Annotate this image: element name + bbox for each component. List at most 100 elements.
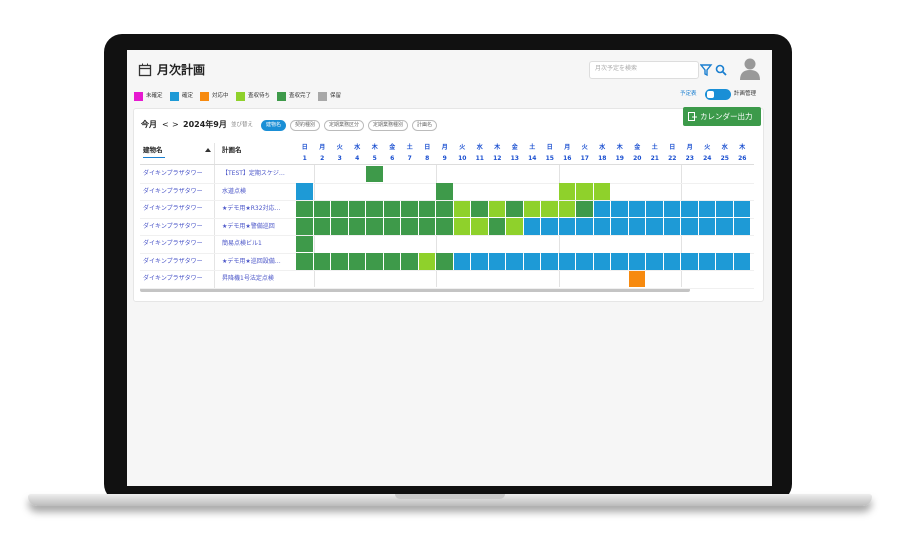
- schedule-cell[interactable]: [436, 218, 453, 235]
- schedule-cell[interactable]: [296, 200, 313, 217]
- building-name[interactable]: ダイキンプラザタワー: [143, 187, 203, 195]
- view-toggle[interactable]: [705, 89, 731, 100]
- schedule-cell[interactable]: [576, 253, 593, 270]
- schedule-cell[interactable]: [471, 218, 488, 235]
- schedule-cell[interactable]: [383, 200, 400, 217]
- schedule-cell[interactable]: [716, 200, 733, 217]
- schedule-cell[interactable]: [348, 218, 365, 235]
- plan-name[interactable]: ★デモ用★R32対応…: [222, 205, 281, 212]
- schedule-cell[interactable]: [383, 218, 400, 235]
- sort-chip[interactable]: 建物名: [261, 120, 287, 131]
- schedule-cell[interactable]: [628, 218, 645, 235]
- schedule-cell[interactable]: [366, 253, 383, 270]
- schedule-cell[interactable]: [541, 218, 558, 235]
- horizontal-scrollbar[interactable]: [140, 288, 690, 292]
- schedule-cell[interactable]: [296, 253, 313, 270]
- schedule-cell[interactable]: [488, 253, 505, 270]
- schedule-cell[interactable]: [436, 253, 453, 270]
- schedule-cell[interactable]: [418, 200, 435, 217]
- schedule-cell[interactable]: [436, 183, 453, 200]
- schedule-cell[interactable]: [733, 200, 750, 217]
- schedule-cell[interactable]: [331, 200, 348, 217]
- next-button[interactable]: >: [172, 120, 179, 129]
- sort-arrow[interactable]: [205, 147, 211, 153]
- sort-chip[interactable]: 定期業務区分: [324, 120, 365, 131]
- schedule-cell[interactable]: [558, 183, 575, 200]
- schedule-cell[interactable]: [331, 253, 348, 270]
- schedule-cell[interactable]: [506, 218, 523, 235]
- schedule-cell[interactable]: [593, 183, 610, 200]
- schedule-cell[interactable]: [313, 218, 330, 235]
- schedule-cell[interactable]: [506, 253, 523, 270]
- schedule-cell[interactable]: [646, 253, 663, 270]
- building-name[interactable]: ダイキンプラザタワー: [143, 222, 203, 230]
- sort-chip[interactable]: 計画名: [412, 120, 438, 131]
- schedule-cell[interactable]: [296, 218, 313, 235]
- schedule-cell[interactable]: [383, 253, 400, 270]
- schedule-cell[interactable]: [611, 253, 628, 270]
- schedule-cell[interactable]: [401, 200, 418, 217]
- schedule-cell[interactable]: [628, 253, 645, 270]
- plan-name[interactable]: ★デモ用★警備巡回: [222, 222, 275, 230]
- schedule-cell[interactable]: [698, 200, 715, 217]
- schedule-cell[interactable]: [593, 200, 610, 217]
- plan-name[interactable]: 昇降機1号法定点検: [222, 275, 274, 282]
- schedule-cell[interactable]: [523, 253, 540, 270]
- schedule-cell[interactable]: [558, 200, 575, 217]
- building-name[interactable]: ダイキンプラザタワー: [143, 257, 203, 265]
- schedule-cell[interactable]: [331, 218, 348, 235]
- schedule-cell[interactable]: [558, 253, 575, 270]
- schedule-cell[interactable]: [523, 200, 540, 217]
- schedule-cell[interactable]: [733, 218, 750, 235]
- schedule-cell[interactable]: [313, 253, 330, 270]
- schedule-cell[interactable]: [663, 253, 680, 270]
- schedule-cell[interactable]: [628, 200, 645, 217]
- schedule-cell[interactable]: [471, 200, 488, 217]
- building-name[interactable]: ダイキンプラザタワー: [143, 170, 203, 177]
- plan-name[interactable]: 【TEST】定期スケジ…: [222, 170, 285, 177]
- schedule-cell[interactable]: [593, 253, 610, 270]
- schedule-cell[interactable]: [698, 253, 715, 270]
- schedule-cell[interactable]: [366, 165, 383, 182]
- schedule-cell[interactable]: [453, 200, 470, 217]
- schedule-cell[interactable]: [698, 218, 715, 235]
- schedule-cell[interactable]: [348, 253, 365, 270]
- schedule-cell[interactable]: [646, 218, 663, 235]
- schedule-cell[interactable]: [453, 218, 470, 235]
- schedule-cell[interactable]: [401, 253, 418, 270]
- schedule-cell[interactable]: [471, 253, 488, 270]
- building-name[interactable]: ダイキンプラザタワー: [143, 205, 203, 212]
- schedule-cell[interactable]: [488, 200, 505, 217]
- schedule-cell[interactable]: [733, 253, 750, 270]
- user-avatar[interactable]: [739, 57, 761, 81]
- schedule-cell[interactable]: [576, 200, 593, 217]
- schedule-cell[interactable]: [593, 218, 610, 235]
- schedule-cell[interactable]: [558, 218, 575, 235]
- schedule-cell[interactable]: [576, 218, 593, 235]
- schedule-cell[interactable]: [453, 253, 470, 270]
- schedule-cell[interactable]: [611, 218, 628, 235]
- schedule-cell[interactable]: [663, 200, 680, 217]
- prev-button[interactable]: <: [162, 120, 169, 129]
- building-name[interactable]: ダイキンプラザタワー: [143, 275, 203, 282]
- schedule-cell[interactable]: [313, 200, 330, 217]
- schedule-cell[interactable]: [628, 270, 645, 287]
- schedule-cell[interactable]: [716, 253, 733, 270]
- schedule-cell[interactable]: [523, 218, 540, 235]
- column-header[interactable]: 建物名: [143, 146, 163, 154]
- schedule-cell[interactable]: [611, 200, 628, 217]
- schedule-cell[interactable]: [681, 218, 698, 235]
- schedule-cell[interactable]: [436, 200, 453, 217]
- plan-name[interactable]: 簡易点検ビル1: [222, 240, 262, 247]
- sort-chip[interactable]: 定期業務種別: [368, 120, 409, 131]
- schedule-cell[interactable]: [366, 200, 383, 217]
- plan-name[interactable]: 水道点検: [222, 187, 247, 195]
- schedule-cell[interactable]: [418, 253, 435, 270]
- schedule-cell[interactable]: [681, 200, 698, 217]
- sort-chip[interactable]: 契約種別: [290, 120, 321, 131]
- schedule-cell[interactable]: [296, 235, 313, 252]
- schedule-cell[interactable]: [506, 200, 523, 217]
- today-button[interactable]: 今月: [141, 120, 157, 129]
- export-button[interactable]: カレンダー出力: [683, 107, 761, 126]
- schedule-cell[interactable]: [366, 218, 383, 235]
